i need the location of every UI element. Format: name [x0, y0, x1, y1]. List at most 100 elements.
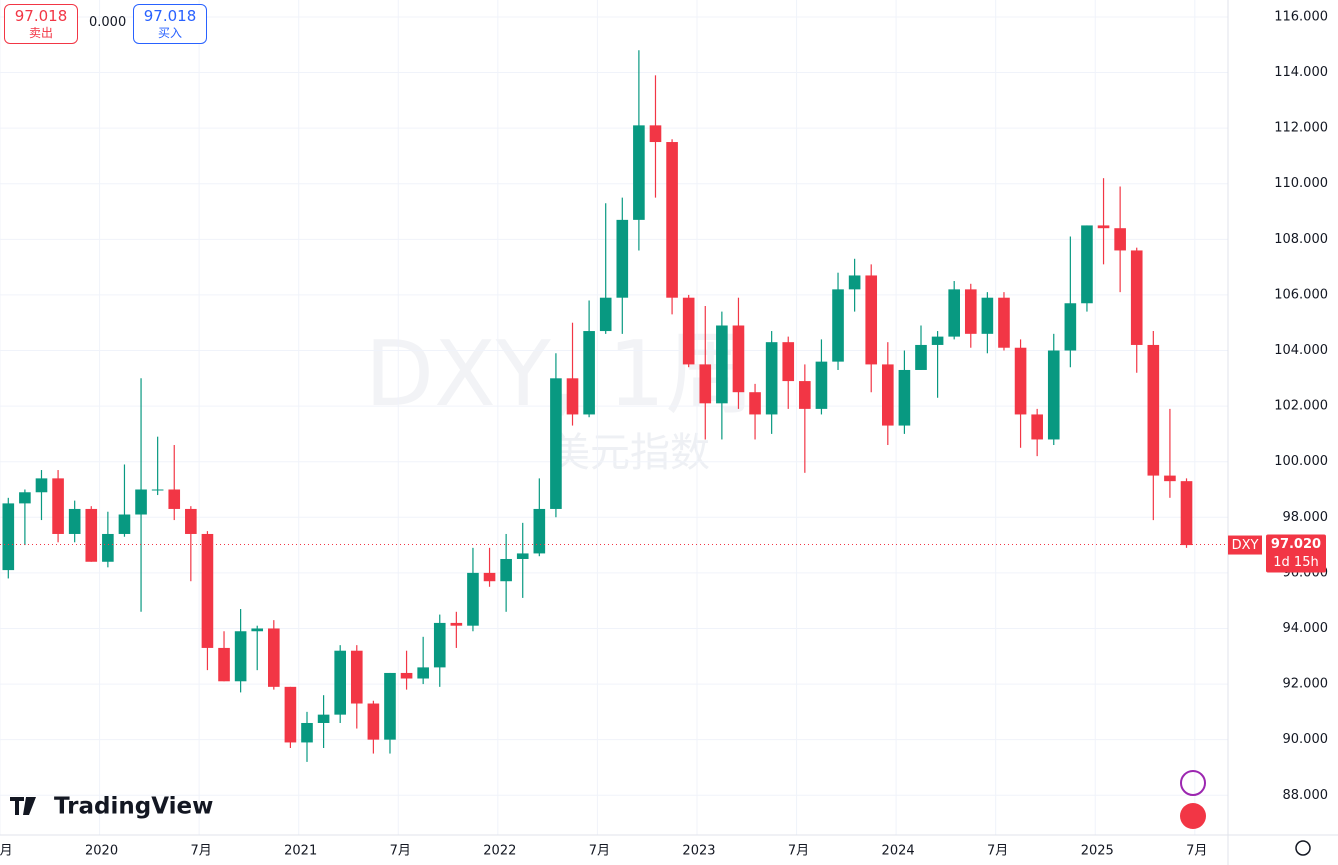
candle-body — [583, 331, 595, 415]
candle-body — [649, 125, 662, 143]
candle-body — [500, 558, 512, 582]
icon[interactable] — [1180, 770, 1206, 796]
candle-body — [898, 369, 911, 426]
x-tick-label: 7月 — [589, 844, 610, 859]
candle-body — [19, 492, 31, 504]
symbol-label: DXY — [1232, 538, 1259, 553]
candle-body — [566, 378, 579, 415]
x-tick-label: 7月 — [190, 844, 211, 859]
x-tick-label: 2021 — [284, 844, 317, 859]
candle-body — [516, 553, 529, 559]
candle-body — [915, 344, 927, 370]
y-tick-label: 106.000 — [1274, 287, 1328, 302]
candle-body — [1114, 228, 1126, 251]
sell-price: 97.018 — [14, 7, 68, 25]
candle-body — [699, 364, 712, 404]
y-tick-label: 114.000 — [1274, 65, 1328, 80]
candle-body — [666, 142, 678, 298]
candle-body — [102, 533, 114, 562]
symbol-badge — [1228, 535, 1262, 555]
candle-body — [633, 125, 645, 220]
x-tick-label: 2022 — [483, 844, 516, 859]
candle-body — [848, 275, 861, 290]
x-tick-label: 2025 — [1081, 844, 1114, 859]
candle-body — [782, 342, 795, 382]
y-tick-label: 88.000 — [1283, 788, 1329, 803]
candle-body — [815, 361, 828, 409]
candle-body — [118, 514, 131, 534]
candle-body — [218, 647, 230, 682]
candle-body — [765, 342, 778, 415]
candle-body — [716, 325, 728, 404]
candle-body — [135, 489, 147, 515]
y-tick-label: 92.000 — [1283, 677, 1329, 692]
x-tick-label: 7月 — [0, 844, 13, 859]
candle-body — [201, 533, 214, 648]
candle-body — [682, 297, 695, 365]
candle-body — [35, 478, 48, 493]
candle-body — [251, 628, 264, 632]
candle-body — [1147, 344, 1160, 476]
candle-body — [1130, 250, 1143, 345]
candle-body — [433, 622, 446, 668]
candle-body — [384, 672, 396, 740]
candle-body — [799, 381, 811, 409]
brand: TradingView — [54, 794, 213, 820]
candle-body — [52, 478, 64, 534]
candle-body — [168, 489, 181, 509]
candle-body — [998, 297, 1010, 348]
candle-body — [350, 650, 363, 704]
candle-body — [400, 672, 413, 679]
candle-body — [417, 667, 429, 679]
candle-body — [85, 508, 98, 562]
candle-body — [981, 297, 994, 334]
candle-body — [1064, 303, 1077, 351]
x-tick-label: 2020 — [85, 844, 118, 859]
candle-body — [317, 714, 330, 723]
candle-body — [1097, 225, 1110, 229]
x-tick-label: 7月 — [788, 844, 809, 859]
candle-body — [151, 489, 164, 491]
candle-body — [2, 503, 15, 571]
x-tick-label: 2024 — [882, 844, 915, 859]
candle-body — [550, 378, 562, 509]
candle-body — [599, 297, 612, 332]
y-tick-label: 110.000 — [1274, 176, 1328, 191]
tv-logo: TradingView — [10, 794, 213, 820]
spread: 0.000 — [89, 15, 127, 30]
candle-body — [234, 631, 247, 682]
x-tick-label: 2023 — [682, 844, 715, 859]
settings-icon[interactable] — [1295, 840, 1311, 856]
candle-body — [1164, 475, 1176, 482]
price-badge — [1266, 534, 1326, 573]
candle-body — [1031, 414, 1043, 440]
x-tick-label: 7月 — [987, 844, 1008, 859]
y-tick-label: 104.000 — [1274, 343, 1328, 358]
y-tick-label: 112.000 — [1274, 121, 1328, 136]
buy-button[interactable]: 97.018 买入 — [133, 4, 207, 44]
candle-body — [931, 336, 944, 345]
candle-body — [616, 219, 629, 298]
candle-body — [948, 289, 960, 337]
flag-icon[interactable] — [1180, 803, 1206, 829]
y-tick-label: 94.000 — [1283, 621, 1329, 636]
candle-body — [1180, 481, 1193, 546]
candle-body — [1014, 347, 1027, 415]
candle-body — [732, 325, 745, 393]
x-tick-label: 7月 — [390, 844, 411, 859]
y-tick-label: 102.000 — [1274, 399, 1328, 414]
candle-body — [749, 392, 761, 415]
candle-body — [483, 572, 496, 582]
watermark-name: 美元指数 — [550, 430, 710, 476]
candle-body — [268, 628, 280, 687]
y-tick-label: 98.000 — [1283, 510, 1329, 525]
candle-body — [964, 289, 977, 334]
sell-button[interactable]: 97.018 卖出 — [4, 4, 78, 44]
last-price-label: 97.020 — [1271, 537, 1321, 552]
sell-label: 卖出 — [28, 26, 53, 40]
candle-body — [185, 508, 197, 534]
buy-label: 买入 — [157, 26, 182, 40]
candle-body — [865, 275, 878, 365]
